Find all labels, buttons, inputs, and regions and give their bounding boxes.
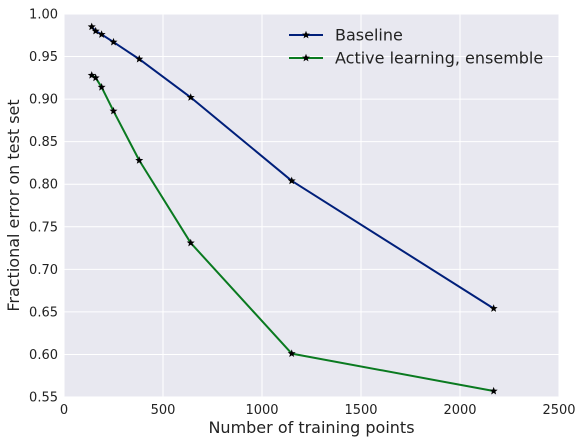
data-point (489, 386, 498, 395)
x-tick-label: 2500 (542, 403, 575, 418)
y-tick-label: 0.75 (29, 220, 58, 235)
data-point (97, 83, 106, 91)
x-tick-label: 1500 (344, 403, 377, 418)
plot-area (64, 14, 559, 397)
x-tick-label: 500 (151, 403, 176, 418)
grid (63, 13, 560, 398)
data-point (87, 22, 96, 31)
legend-label-active-learning: Active learning, ensemble (335, 49, 543, 68)
legend-marker (302, 53, 310, 62)
y-tick-label: 0.95 (29, 50, 58, 65)
y-tick-label: 1.00 (29, 8, 58, 23)
series-0 (87, 22, 498, 312)
y-axis-label: Fractional error on test set (4, 99, 23, 311)
x-tick-label: 0 (60, 403, 68, 418)
data-point (186, 93, 195, 101)
y-tick-label: 0.70 (29, 263, 58, 278)
series-1 (87, 71, 498, 395)
data-point (287, 349, 296, 357)
data-point (186, 238, 195, 247)
legend: Baseline Active learning, ensemble (289, 26, 543, 68)
y-axis: 0.55 0.60 0.65 0.70 0.75 0.80 0.85 0.90 0.95 1.00 (29, 8, 58, 406)
x-tick-label: 1000 (245, 403, 278, 418)
data-point (287, 176, 296, 185)
x-tick-label: 2000 (443, 403, 476, 418)
data-point (91, 73, 100, 82)
x-axis-label: Number of training points (208, 418, 414, 437)
y-tick-label: 0.65 (29, 305, 58, 320)
data-point (109, 106, 118, 115)
data-point (91, 26, 100, 35)
legend-label-baseline: Baseline (335, 26, 403, 45)
data-point (135, 156, 144, 164)
data-point (135, 54, 144, 63)
y-tick-label: 0.85 (29, 135, 58, 150)
y-tick-label: 0.60 (29, 348, 58, 363)
data-point (109, 37, 118, 46)
series-layer (87, 22, 498, 395)
data-point (489, 304, 498, 312)
data-point (87, 71, 96, 79)
y-tick-label: 0.55 (29, 391, 58, 406)
y-tick-label: 0.90 (29, 93, 58, 108)
y-tick-label: 0.80 (29, 178, 58, 193)
legend-marker (302, 30, 310, 39)
data-point (97, 30, 106, 38)
x-axis: 0 500 1000 1500 2000 2500 (60, 403, 576, 418)
